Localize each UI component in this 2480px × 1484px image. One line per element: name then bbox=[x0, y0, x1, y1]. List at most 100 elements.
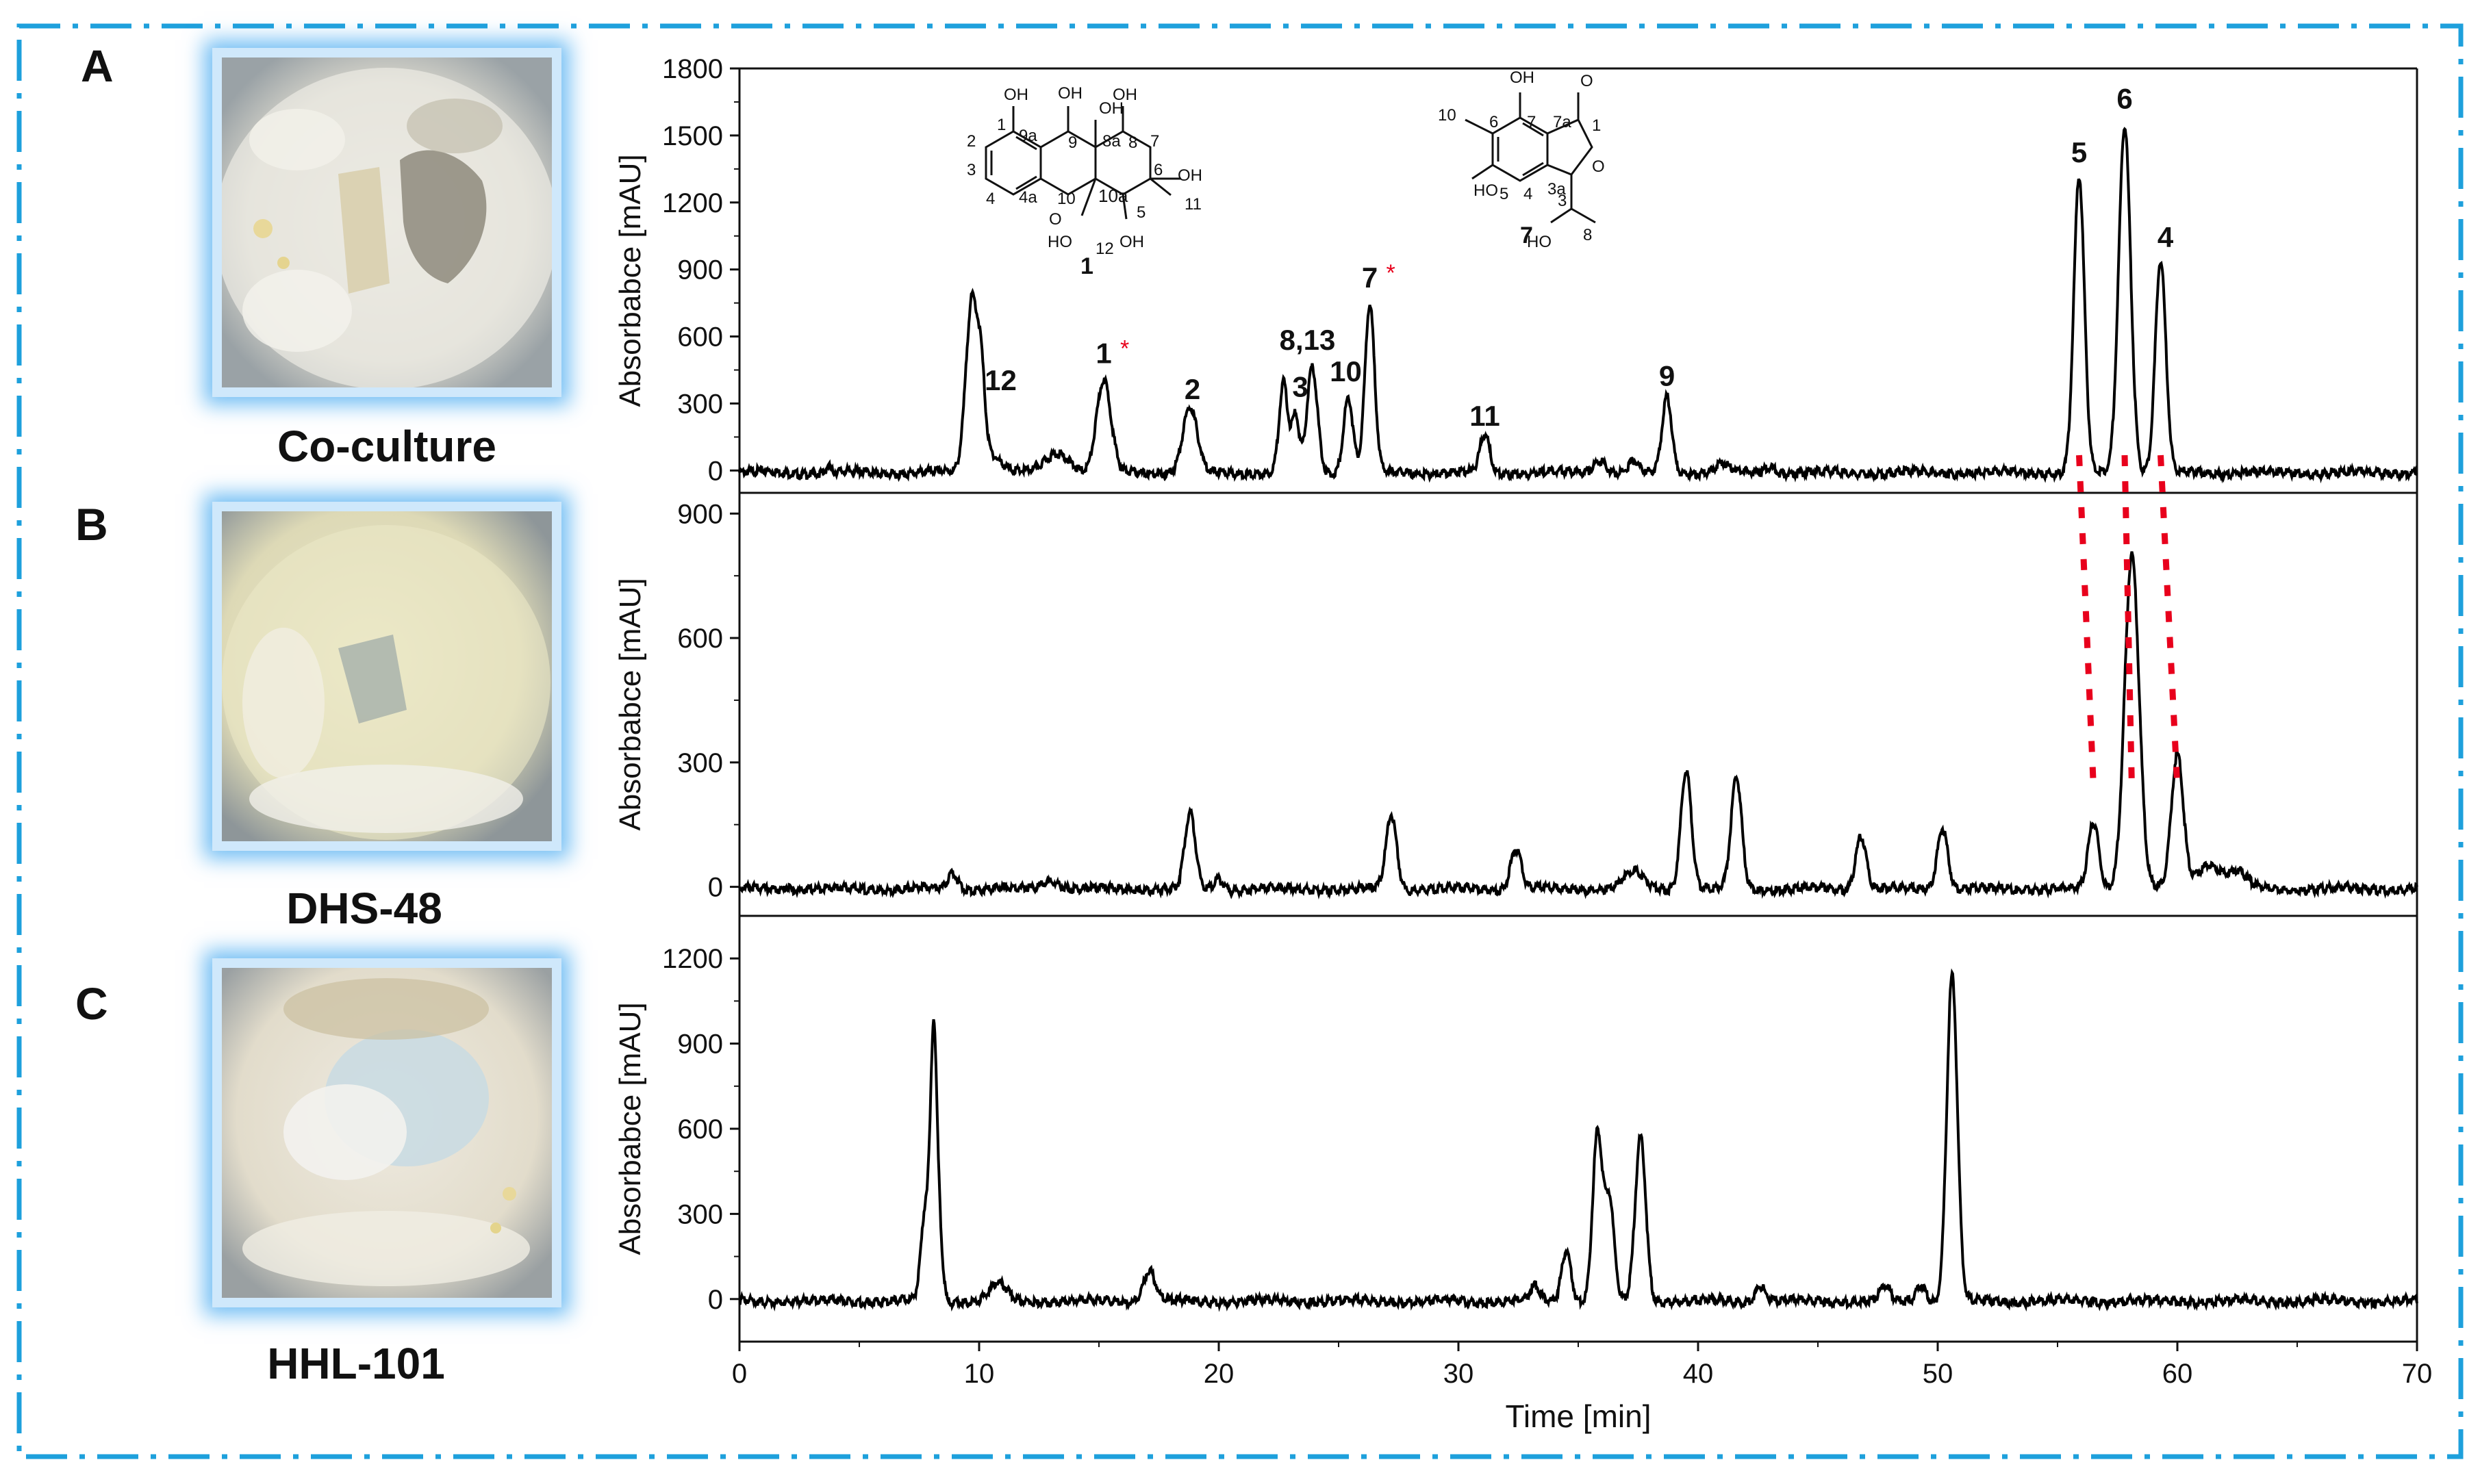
peak-label: 9 bbox=[1659, 359, 1675, 392]
petri-dish-image bbox=[222, 968, 552, 1298]
peak-label: 11 bbox=[1469, 400, 1500, 432]
y-tick-label: 1800 bbox=[662, 54, 723, 84]
photo-dhs-48 bbox=[212, 502, 561, 851]
x-tick-label: 20 bbox=[1204, 1359, 1235, 1389]
peak-label: 6 bbox=[2116, 83, 2132, 115]
compound-number-7: 7 bbox=[1520, 222, 1533, 248]
y-tick-label: 0 bbox=[708, 456, 723, 486]
alignment-dotted-line bbox=[2158, 455, 2181, 788]
x-tick-label: 50 bbox=[1923, 1359, 1953, 1389]
alignment-dotted-line bbox=[2076, 455, 2097, 788]
atom-label: OH bbox=[1099, 99, 1124, 118]
atom-label: 9 bbox=[1068, 133, 1078, 152]
atom-label: 7 bbox=[1150, 132, 1160, 151]
x-axis-label: Time [min] bbox=[1506, 1398, 1652, 1434]
atom-label: 5 bbox=[1137, 203, 1146, 222]
x-tick-label: 70 bbox=[2402, 1359, 2433, 1389]
atom-label: HO bbox=[1527, 233, 1552, 251]
atom-label: 9a bbox=[1019, 127, 1037, 145]
y-tick-label: 600 bbox=[677, 322, 723, 353]
photo-label-dhs-48: DHS-48 bbox=[286, 884, 442, 933]
photo-label-hhl-101: HHL-101 bbox=[267, 1339, 445, 1388]
y-tick-label: 600 bbox=[677, 624, 723, 654]
y-axis-label: Absorbabce [mAU] bbox=[613, 1002, 647, 1255]
atom-label: 3 bbox=[967, 161, 976, 179]
y-tick-label: 900 bbox=[677, 1029, 723, 1060]
atom-label: 3a bbox=[1547, 180, 1566, 199]
peak-label: 3 bbox=[1292, 371, 1308, 403]
x-tick-label: 40 bbox=[1683, 1359, 1714, 1389]
asterisk-mark: * bbox=[1120, 336, 1129, 362]
panel-letter-c: C bbox=[75, 978, 108, 1029]
atom-label: 7 bbox=[1527, 113, 1536, 131]
structure-compound-7 bbox=[1465, 92, 1596, 224]
atom-label: 12 bbox=[1096, 240, 1114, 258]
atom-label: HO bbox=[1048, 233, 1072, 251]
peak-label: 2 bbox=[1185, 373, 1200, 405]
atom-label: O bbox=[1580, 72, 1593, 90]
panel-letter-a: A bbox=[81, 40, 114, 91]
chromatogram-trace bbox=[738, 127, 2418, 484]
y-tick-label: 900 bbox=[677, 499, 723, 529]
panel-letter-b: B bbox=[75, 499, 108, 550]
peak-label: 4 bbox=[2158, 221, 2174, 253]
asterisk-mark: * bbox=[1387, 260, 1395, 286]
atom-label: OH bbox=[1178, 166, 1202, 185]
alignment-dotted-line bbox=[2121, 455, 2135, 788]
peak-label: 5 bbox=[2071, 136, 2087, 168]
atom-label: 4 bbox=[986, 190, 996, 208]
atom-label: 2 bbox=[967, 132, 976, 151]
atom-label: 4a bbox=[1019, 188, 1037, 207]
y-tick-label: 300 bbox=[677, 389, 723, 419]
atom-label: 8 bbox=[1128, 133, 1138, 152]
peak-label: 12 bbox=[985, 364, 1017, 396]
chromatogram-trace bbox=[738, 968, 2418, 1312]
y-axis-label: Absorbabce [mAU] bbox=[613, 154, 647, 407]
y-tick-label: 300 bbox=[677, 748, 723, 778]
x-tick-label: 30 bbox=[1443, 1359, 1474, 1389]
atom-label: O bbox=[1592, 157, 1605, 176]
atom-label: OH bbox=[1058, 84, 1083, 103]
y-tick-label: 1200 bbox=[662, 944, 723, 974]
atom-label: 1 bbox=[997, 116, 1007, 134]
y-tick-label: 0 bbox=[708, 1285, 723, 1315]
atom-label: O bbox=[1049, 210, 1062, 229]
atom-label: 6 bbox=[1489, 113, 1499, 131]
structure-compound-1 bbox=[985, 106, 1181, 220]
photo-co-culture bbox=[212, 48, 561, 397]
atom-label: 10 bbox=[1438, 106, 1456, 125]
y-tick-label: 0 bbox=[708, 873, 723, 903]
atom-label: 10 bbox=[1057, 190, 1076, 208]
x-tick-label: 60 bbox=[2162, 1359, 2193, 1389]
peak-label: 10 bbox=[1330, 355, 1362, 387]
x-tick-label: 10 bbox=[964, 1359, 995, 1389]
y-tick-label: 600 bbox=[677, 1114, 723, 1144]
atom-label: 8a bbox=[1102, 132, 1121, 151]
compound-number-1: 1 bbox=[1080, 253, 1093, 279]
photo-hhl-101 bbox=[212, 958, 561, 1307]
atom-label: 6 bbox=[1154, 161, 1163, 179]
y-tick-label: 1200 bbox=[662, 188, 723, 218]
x-tick-label: 0 bbox=[732, 1359, 747, 1389]
atom-label: 3 bbox=[1558, 192, 1567, 210]
atom-label: OH bbox=[1510, 68, 1534, 87]
y-tick-label: 900 bbox=[677, 255, 723, 285]
atom-label: 1 bbox=[1592, 116, 1602, 135]
atom-label: 5 bbox=[1500, 185, 1509, 203]
petri-dish-image bbox=[222, 511, 552, 841]
atom-label: 7a bbox=[1553, 113, 1571, 131]
atom-label: 8 bbox=[1583, 226, 1593, 244]
atom-label: 11 bbox=[1185, 195, 1202, 214]
atom-label: HO bbox=[1473, 181, 1498, 200]
peak-label: 8,13 bbox=[1280, 324, 1336, 356]
y-tick-label: 300 bbox=[677, 1199, 723, 1229]
y-tick-label: 1500 bbox=[662, 121, 723, 151]
chromatogram-trace bbox=[738, 551, 2418, 900]
atom-label: 10a bbox=[1098, 186, 1128, 206]
atom-label: 4 bbox=[1523, 185, 1533, 203]
peak-label: 7 bbox=[1362, 261, 1378, 294]
peak-label: 1 bbox=[1096, 337, 1111, 370]
photo-label-co-culture: Co-culture bbox=[277, 422, 496, 471]
